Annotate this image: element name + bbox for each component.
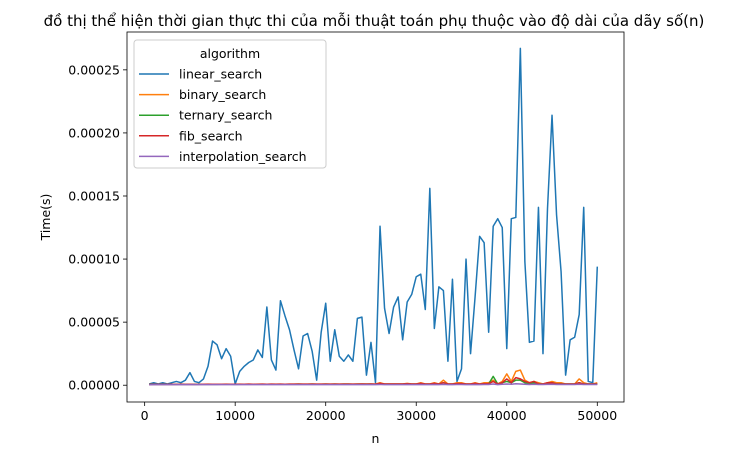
y-tick-label: 0.00025 (68, 62, 120, 77)
series-line-linear-search (148, 47, 599, 385)
plot-area (126, 31, 625, 403)
chart-title: đồ thị thể hiện thời gian thực thi của m… (44, 12, 705, 30)
y-tick-label: 0.00000 (68, 378, 120, 393)
legend-label-fib-search: fib_search (179, 128, 243, 143)
y-axis-label: Time(s) (38, 194, 53, 242)
x-axis-ticks: 0 10000 20000 30000 40000 50000 (141, 402, 617, 423)
x-axis-label: n (372, 431, 380, 446)
y-axis-ticks: 0.00000 0.00005 0.00010 0.00015 0.00020 0.000… (68, 62, 127, 393)
x-tick-label: 30000 (396, 408, 436, 423)
x-tick-label: 10000 (215, 408, 255, 423)
legend-label-linear-search: linear_search (179, 67, 262, 82)
legend-box (133, 39, 327, 169)
legend-label-interpolation-search: interpolation_search (179, 149, 307, 164)
series-lines (148, 47, 599, 386)
legend-title: algorithm (200, 46, 260, 61)
legend-items: linear_search binary_search ternary_search… (139, 67, 307, 164)
x-tick-label: 0 (141, 408, 149, 423)
legend-label-ternary-search: ternary_search (179, 108, 272, 123)
y-tick-label: 0.00010 (68, 252, 120, 267)
series-line-interpolation-search (149, 382, 598, 386)
x-tick-label: 40000 (487, 408, 527, 423)
y-tick-label: 0.00005 (68, 315, 120, 330)
y-tick-label: 0.00015 (68, 188, 120, 203)
y-tick-label: 0.00020 (68, 125, 120, 140)
legend: algorithm linear_search binary_searchtern… (133, 39, 327, 169)
legend-label-binary-search: binary_search (179, 87, 266, 102)
x-tick-label: 20000 (306, 408, 346, 423)
x-tick-label: 50000 (577, 408, 617, 423)
